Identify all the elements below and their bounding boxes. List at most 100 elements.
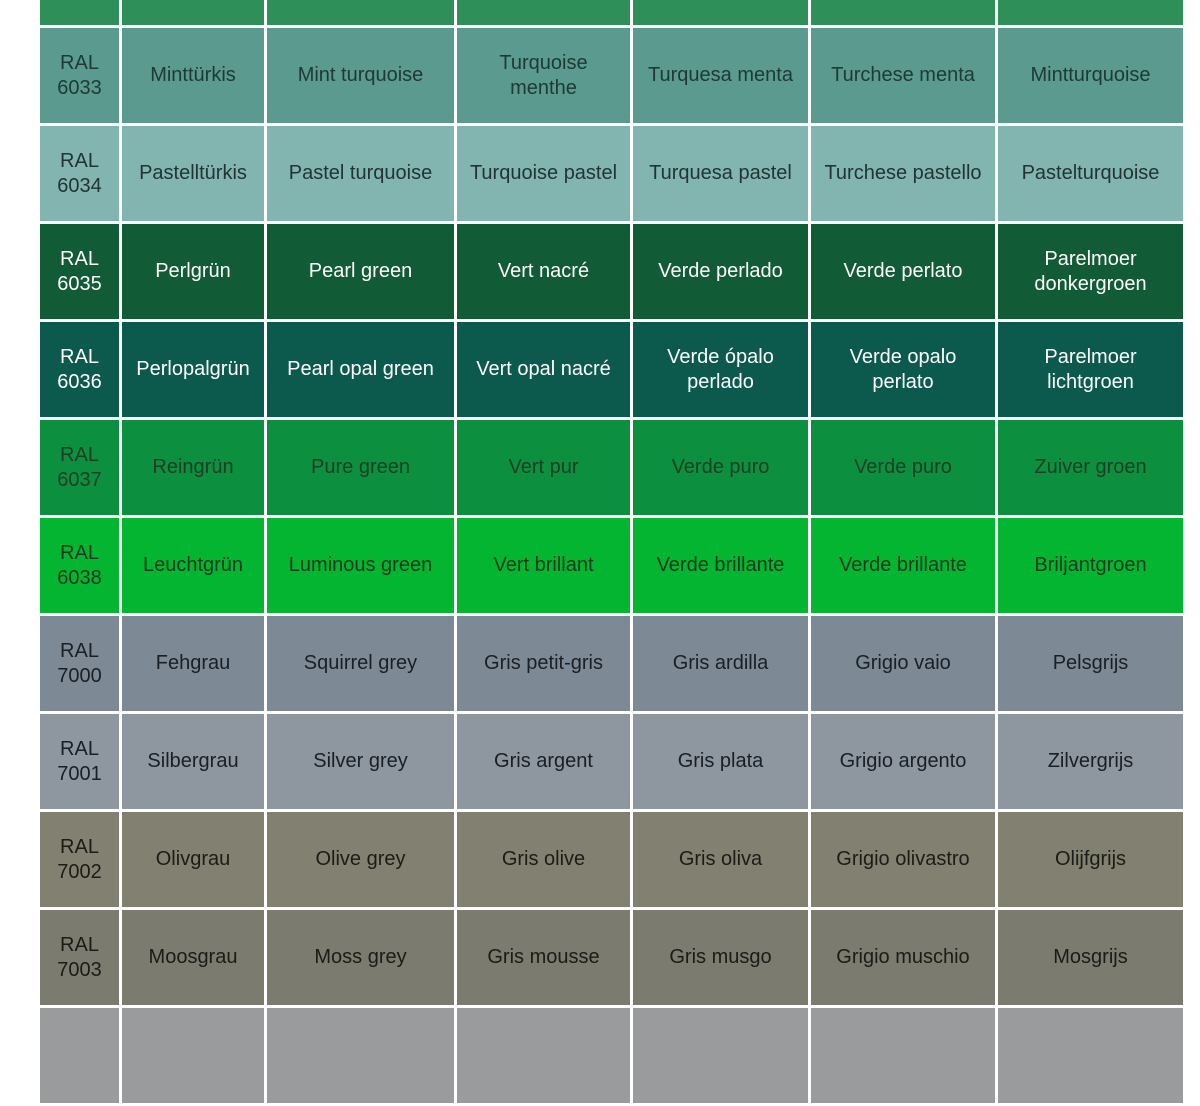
color-name-french: Turquoise menthe [454, 25, 633, 126]
ral-code-cell: RAL 7000 [37, 613, 122, 714]
ral-number: 7002 [57, 860, 102, 883]
color-name-spanish: Gris ardilla [630, 613, 811, 714]
table-row: RAL 6036 Perlopalgrün Pearl opal green Vert … [37, 319, 1186, 420]
ral-code-cell: RAL 6035 [37, 221, 122, 322]
color-name-english [264, 0, 457, 28]
color-name-spanish: Verde ópalo perlado [630, 319, 811, 420]
color-name-german: Reingrün [119, 417, 267, 518]
color-name-spanish: Turquesa pastel [630, 123, 811, 224]
ral-prefix: RAL [60, 247, 99, 270]
color-name-dutch: Zuiver groen [995, 417, 1186, 518]
color-name-german: Minttürkis [119, 25, 267, 126]
ral-code-cell: RAL 6033 [37, 25, 122, 126]
partial-table-row [37, 0, 1186, 28]
color-name-dutch [995, 0, 1186, 28]
ral-code-cell: RAL 7001 [37, 711, 122, 812]
table-row: RAL 6038 Leuchtgrün Luminous green Vert bril… [37, 515, 1186, 616]
color-name-dutch: Parelmoer lichtgroen [995, 319, 1186, 420]
color-name-french: Turquoise pastel [454, 123, 633, 224]
ral-number: 6033 [57, 76, 102, 99]
ral-number: 6037 [57, 468, 102, 491]
color-name-french [454, 1005, 633, 1106]
color-name-italian: Grigio vaio [808, 613, 998, 714]
color-name-english: Silver grey [264, 711, 457, 812]
color-name-german: Fehgrau [119, 613, 267, 714]
table-row: RAL 6035 Perlgrün Pearl green Vert nacré Verd… [37, 221, 1186, 322]
color-name-spanish: Verde perlado [630, 221, 811, 322]
color-name-italian: Verde opalo perlato [808, 319, 998, 420]
color-name-french: Gris petit-gris [454, 613, 633, 714]
color-name-english: Olive grey [264, 809, 457, 910]
ral-color-table-container: RAL 6033 Minttürkis Mint turquoise Turquoise… [37, 0, 1186, 1106]
color-name-spanish [630, 1005, 811, 1106]
color-name-french: Gris argent [454, 711, 633, 812]
color-name-german: Silbergrau [119, 711, 267, 812]
color-name-german [119, 0, 267, 28]
color-name-spanish: Gris oliva [630, 809, 811, 910]
ral-number: 6034 [57, 174, 102, 197]
table-row: RAL 6037 Reingrün Pure green Vert pur Verde p… [37, 417, 1186, 518]
ral-code-cell: RAL 7002 [37, 809, 122, 910]
color-name-italian: Grigio olivastro [808, 809, 998, 910]
color-name-french [454, 0, 633, 28]
color-name-dutch [995, 1005, 1186, 1106]
color-name-english: Pearl opal green [264, 319, 457, 420]
ral-code-cell: RAL 6038 [37, 515, 122, 616]
color-name-german [119, 1005, 267, 1106]
color-name-german: Perlopalgrün [119, 319, 267, 420]
color-name-dutch: Mintturquoise [995, 25, 1186, 126]
color-name-german: Leuchtgrün [119, 515, 267, 616]
color-name-dutch: Olijfgrijs [995, 809, 1186, 910]
ral-number: 6036 [57, 370, 102, 393]
ral-prefix: RAL [60, 933, 99, 956]
color-name-french: Vert pur [454, 417, 633, 518]
color-name-english: Squirrel grey [264, 613, 457, 714]
color-name-italian: Verde brillante [808, 515, 998, 616]
color-name-spanish: Gris musgo [630, 907, 811, 1008]
ral-number: 7000 [57, 664, 102, 687]
color-name-french: Vert opal nacré [454, 319, 633, 420]
table-row: RAL 7000 Fehgrau Squirrel grey Gris petit-gr… [37, 613, 1186, 714]
ral-color-table: RAL 6033 Minttürkis Mint turquoise Turquoise… [37, 0, 1186, 1106]
color-name-italian: Grigio argento [808, 711, 998, 812]
ral-code-cell [37, 1005, 122, 1106]
color-name-english: Pearl green [264, 221, 457, 322]
partial-table-row [37, 1005, 1186, 1106]
table-row: RAL 7002 Olivgrau Olive grey Gris olive Gris … [37, 809, 1186, 910]
ral-prefix: RAL [60, 639, 99, 662]
ral-number: 7003 [57, 958, 102, 981]
color-name-german: Pastelltürkis [119, 123, 267, 224]
ral-prefix: RAL [60, 443, 99, 466]
color-name-french: Vert brillant [454, 515, 633, 616]
color-name-french: Vert nacré [454, 221, 633, 322]
color-name-english: Pastel turquoise [264, 123, 457, 224]
color-name-english: Luminous green [264, 515, 457, 616]
color-name-italian: Turchese pastello [808, 123, 998, 224]
ral-number: 6035 [57, 272, 102, 295]
color-name-english: Mint turquoise [264, 25, 457, 126]
color-name-spanish: Turquesa menta [630, 25, 811, 126]
ral-code-cell [37, 0, 122, 28]
color-name-dutch: Mosgrijs [995, 907, 1186, 1008]
color-name-italian [808, 0, 998, 28]
color-name-dutch: Pelsgrijs [995, 613, 1186, 714]
table-row: RAL 7003 Moosgrau Moss grey Gris mousse Gris … [37, 907, 1186, 1008]
color-name-spanish: Verde puro [630, 417, 811, 518]
color-name-english: Pure green [264, 417, 457, 518]
ral-number: 6038 [57, 566, 102, 589]
color-name-dutch: Pastelturquoise [995, 123, 1186, 224]
color-name-italian: Grigio muschio [808, 907, 998, 1008]
table-row: RAL 7001 Silbergrau Silver grey Gris argent G… [37, 711, 1186, 812]
color-name-italian: Verde perlato [808, 221, 998, 322]
ral-code-cell: RAL 7003 [37, 907, 122, 1008]
ral-number: 7001 [57, 762, 102, 785]
color-name-spanish: Gris plata [630, 711, 811, 812]
color-name-spanish [630, 0, 811, 28]
ral-code-cell: RAL 6036 [37, 319, 122, 420]
color-name-english [264, 1005, 457, 1106]
ral-code-cell: RAL 6037 [37, 417, 122, 518]
ral-code-cell: RAL 6034 [37, 123, 122, 224]
color-name-english: Moss grey [264, 907, 457, 1008]
color-name-dutch: Zilvergrijs [995, 711, 1186, 812]
color-name-dutch: Parelmoer donkergroen [995, 221, 1186, 322]
